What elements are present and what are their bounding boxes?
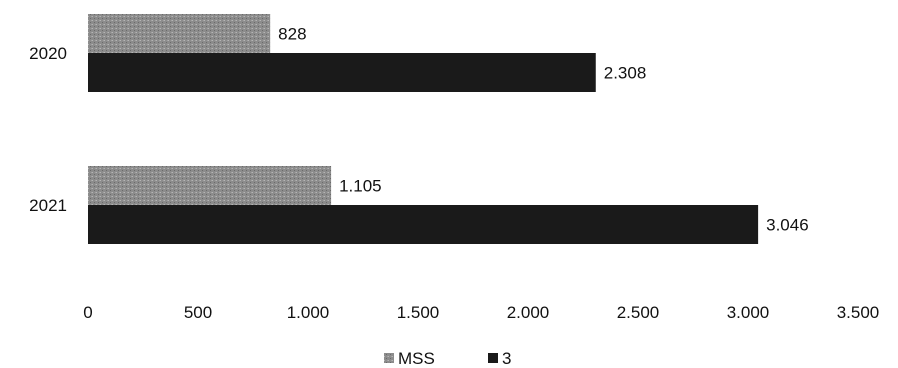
data-labels-layer: 828 2.308 1.105 3.046 xyxy=(278,25,809,235)
legend-label-3: 3 xyxy=(502,349,511,368)
legend-swatch-mss xyxy=(384,353,394,363)
bar-mss-2020 xyxy=(88,14,271,53)
legend-label-mss: MSS xyxy=(398,349,435,368)
legend: MSS 3 xyxy=(384,349,511,368)
x-tick-label: 3.000 xyxy=(727,303,770,322)
category-label-2020: 2020 xyxy=(29,44,67,63)
legend-swatch-3 xyxy=(488,353,498,363)
x-tick-label: 500 xyxy=(184,303,212,322)
bar-mss-2021 xyxy=(88,166,332,205)
data-label-mss-2020: 828 xyxy=(278,25,306,44)
x-tick-label: 2.000 xyxy=(507,303,550,322)
x-tick-label: 3.500 xyxy=(837,303,880,322)
value-axis-tick-labels: 0 500 1.000 1.500 2.000 2.500 3.000 3.500 xyxy=(83,303,879,322)
data-label-3-2021: 3.046 xyxy=(766,216,809,235)
bar-3-2021 xyxy=(88,205,759,244)
x-tick-label: 2.500 xyxy=(617,303,660,322)
bars-layer xyxy=(88,14,759,244)
data-label-mss-2021: 1.105 xyxy=(339,177,382,196)
x-tick-label: 1.500 xyxy=(397,303,440,322)
bar-3-2020 xyxy=(88,53,596,92)
data-label-3-2020: 2.308 xyxy=(604,64,647,83)
category-axis-labels: 2020 2021 xyxy=(29,44,67,215)
x-tick-label: 0 xyxy=(83,303,92,322)
category-label-2021: 2021 xyxy=(29,196,67,215)
x-tick-label: 1.000 xyxy=(287,303,330,322)
